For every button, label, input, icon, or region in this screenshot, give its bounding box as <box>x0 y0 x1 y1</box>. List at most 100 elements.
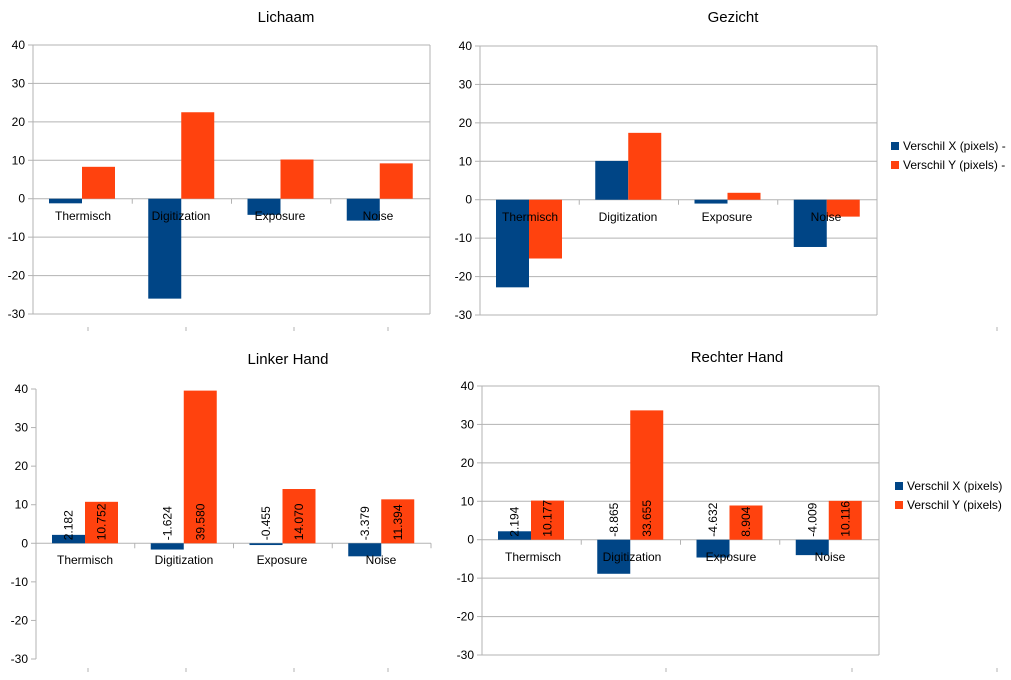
data-label: -4.009 <box>805 502 819 536</box>
legend-swatch <box>895 501 903 509</box>
separator-ticks <box>87 327 998 672</box>
y-tick-label: -10 <box>457 571 475 585</box>
category-label: Exposure <box>257 553 308 567</box>
legend-label: Verschil Y (pixels) <box>907 498 1002 512</box>
y-tick-label: 40 <box>461 379 475 393</box>
data-label: 10.116 <box>838 501 852 537</box>
category-label: Noise <box>811 210 842 224</box>
chart-rechter-hand: Rechter Hand 40 30 20 10 0 -10 -20 -30 2.194 -8.86… <box>457 349 1003 662</box>
legend-label: Verschil Y (pixels) - <box>903 158 1005 172</box>
bar-verschil-y <box>183 390 217 544</box>
category-label: Exposure <box>702 210 753 224</box>
category-label: Exposure <box>255 209 306 223</box>
bar-verschil-y <box>280 159 314 199</box>
bar-verschil-x <box>496 199 529 288</box>
y-tick-label: 0 <box>467 533 474 547</box>
bar-verschil-x <box>595 160 629 200</box>
y-tick-label: 20 <box>459 116 473 130</box>
y-tick-label: -10 <box>455 231 473 245</box>
chart-lichaam: Lichaam 40 30 20 10 0 -10 -20 -30 Thermisch Digiti… <box>8 9 431 321</box>
y-tick-label: -30 <box>8 307 26 321</box>
bar-verschil-y <box>729 505 763 540</box>
bar-verschil-x <box>52 534 85 544</box>
y-tick-label: 0 <box>21 536 28 550</box>
y-tick-label: 30 <box>15 421 29 435</box>
chart-gezicht: Gezicht 40 30 20 10 0 -10 -20 -30 Thermisch Digiti… <box>455 9 1006 322</box>
category-label: Thermisch <box>505 550 561 564</box>
bar-verschil-x <box>148 198 182 299</box>
data-label: 39.580 <box>193 503 207 540</box>
data-label: -1.624 <box>160 506 174 540</box>
category-label: Noise <box>363 209 394 223</box>
data-label: -0.455 <box>259 506 273 540</box>
legend-swatch <box>891 161 899 169</box>
data-label: 33.655 <box>640 500 654 537</box>
y-tick-label: 10 <box>459 154 473 168</box>
bar-verschil-x <box>793 199 827 247</box>
y-tick-label: 20 <box>461 456 475 470</box>
data-label: 10.177 <box>541 500 555 537</box>
data-label: 8.904 <box>739 506 753 536</box>
y-tick-label: 10 <box>461 494 475 508</box>
y-tick-label: -10 <box>8 230 26 244</box>
data-label: 2.194 <box>508 506 522 536</box>
category-label: Thermisch <box>55 209 111 223</box>
bar-verschil-x <box>348 543 382 557</box>
data-label: 14.070 <box>292 503 306 540</box>
y-tick-label: -30 <box>457 648 475 662</box>
bar-verschil-y <box>181 112 215 199</box>
y-tick-label: 30 <box>459 77 473 91</box>
data-label: -3.379 <box>358 506 372 540</box>
chart-title: Linker Hand <box>248 351 329 368</box>
bar-verschil-x <box>696 539 730 558</box>
chart-linker-hand: Linker Hand 40 30 20 10 0 -10 -20 -30 2.182 -1.624… <box>11 351 432 666</box>
category-label: Noise <box>815 550 846 564</box>
y-tick-label: -20 <box>457 610 475 624</box>
bar-verschil-y <box>727 192 761 200</box>
y-tick-label: 40 <box>15 382 29 396</box>
bar-verschil-x <box>498 531 531 540</box>
category-label: Digitization <box>603 550 662 564</box>
bar-verschil-x <box>150 543 184 550</box>
y-tick-label: 40 <box>459 39 473 53</box>
bar-verschil-y <box>379 163 413 199</box>
bar-verschil-x <box>49 198 82 204</box>
chart-title: Lichaam <box>258 9 315 26</box>
bar-verschil-y <box>628 132 662 200</box>
data-label: 11.394 <box>391 504 405 540</box>
data-label: -8.865 <box>607 502 621 536</box>
data-label: 10.752 <box>95 503 109 540</box>
bar-verschil-x <box>795 539 829 556</box>
y-tick-label: -30 <box>455 308 473 322</box>
y-tick-label: -20 <box>455 270 473 284</box>
y-tick-label: 20 <box>12 115 26 129</box>
data-label: 2.182 <box>62 510 76 540</box>
bar-verschil-y <box>630 410 664 540</box>
bar-verschil-x <box>694 199 728 204</box>
category-label: Noise <box>366 553 397 567</box>
y-tick-label: 20 <box>15 459 29 473</box>
category-label: Thermisch <box>502 210 558 224</box>
y-tick-label: 0 <box>18 192 25 206</box>
bar-verschil-y <box>529 199 562 259</box>
category-label: Digitization <box>155 553 214 567</box>
legend-swatch <box>895 482 903 490</box>
legend-label: Verschil X (pixels) - <box>903 139 1006 153</box>
bar-verschil-y <box>531 500 564 540</box>
y-tick-label: 10 <box>12 153 26 167</box>
bar-verschil-x <box>249 543 283 546</box>
category-label: Exposure <box>706 550 757 564</box>
category-label: Digitization <box>152 209 211 223</box>
legend-label: Verschil X (pixels) <box>907 479 1002 493</box>
bar-verschil-y <box>82 166 115 199</box>
legend-swatch <box>891 142 899 150</box>
bar-verschil-y <box>381 499 415 544</box>
category-label: Digitization <box>599 210 658 224</box>
bar-verschil-y <box>282 489 316 544</box>
y-tick-label: 40 <box>12 38 26 52</box>
bar-verschil-x <box>247 198 281 215</box>
y-tick-label: 30 <box>12 76 26 90</box>
bar-verschil-y <box>826 199 860 217</box>
data-label: -4.632 <box>706 502 720 536</box>
